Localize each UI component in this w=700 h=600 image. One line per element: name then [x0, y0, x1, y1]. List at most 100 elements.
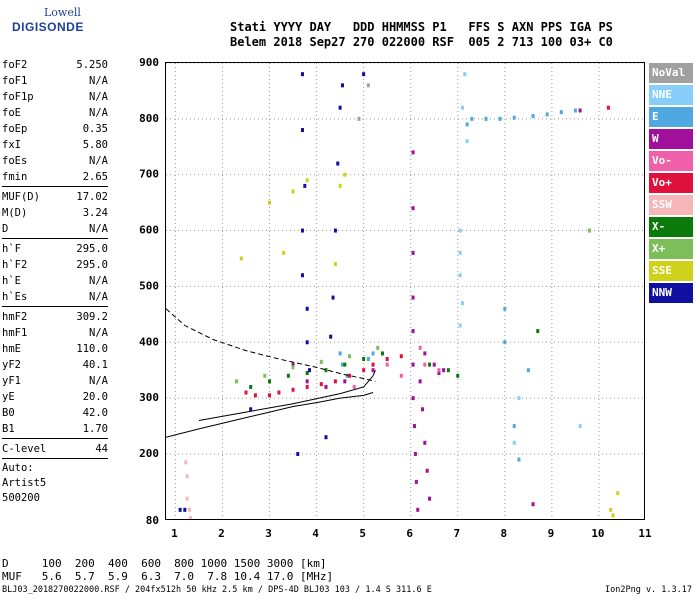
echo-point-x- [263, 373, 267, 378]
echo-point-nne [458, 250, 462, 255]
echo-point-e [526, 368, 530, 373]
echo-point-nne [460, 301, 464, 306]
param-value: 17.02 [76, 191, 108, 203]
param-row: yF2 40.1 [2, 357, 108, 373]
legend-item: NNE [649, 85, 693, 105]
version-label: Ion2Png v. 1.3.17 [605, 585, 692, 595]
echo-point-nne [517, 396, 521, 401]
x-tick-label: 2 [218, 527, 225, 540]
param-row: h`Es N/A [2, 289, 108, 305]
param-row: fxI 5.80 [2, 137, 108, 153]
x-tick-label: 11 [638, 527, 652, 540]
echo-point-e [470, 116, 474, 121]
param-label: foEp [2, 123, 28, 135]
echo-point-w [442, 368, 446, 373]
param-row: C-level 44 [2, 441, 108, 457]
y-tick-label: 600 [139, 224, 159, 237]
echo-point-e [531, 114, 535, 119]
param-value: 110.0 [76, 343, 108, 355]
echo-point-w [423, 351, 427, 356]
param-separator [2, 438, 108, 439]
param-label: C-level [2, 443, 47, 455]
solid-profile-line [198, 370, 376, 421]
param-value: 1.70 [82, 423, 108, 435]
echo-point-ssw [184, 460, 188, 465]
param-label: h`F2 [2, 259, 28, 271]
echo-point-noval [366, 83, 370, 88]
echo-point-vo- [371, 362, 375, 367]
param-label: hmE [2, 343, 21, 355]
param-value: N/A [89, 223, 108, 235]
echo-point-w [291, 362, 295, 367]
param-row: foEp 0.35 [2, 121, 108, 137]
param-label: yE [2, 391, 15, 403]
param-label: foEs [2, 155, 28, 167]
echo-point-e [340, 362, 344, 367]
param-label: h`Es [2, 291, 28, 303]
echo-point-ssw [185, 474, 189, 479]
echo-point-e [573, 108, 577, 113]
echo-point-x- [362, 357, 366, 362]
echo-point-x- [376, 345, 380, 350]
echo-point-e [338, 351, 342, 356]
y-tick-label: 700 [139, 168, 159, 181]
echo-point-sse [616, 491, 620, 496]
param-value: N/A [89, 75, 108, 87]
echo-point-w [411, 295, 415, 300]
x-tick-label: 10 [591, 527, 604, 540]
echo-point-sse [239, 256, 243, 261]
param-label: M(D) [2, 207, 28, 219]
param-row: hmF1 N/A [2, 325, 108, 341]
echo-point-sse [333, 262, 337, 267]
auto-scaling-text: Auto: [2, 462, 34, 474]
logo-text-digisonde: DIGISONDE [12, 20, 84, 34]
echo-point-w [418, 379, 422, 384]
x-tick-label: 8 [501, 527, 508, 540]
param-value: 20.0 [82, 391, 108, 403]
echo-point-nnw [331, 295, 335, 300]
param-row: foE N/A [2, 105, 108, 121]
echo-point-e [545, 112, 549, 117]
echo-point-nne [465, 139, 469, 144]
echo-point-sse [343, 172, 347, 177]
echo-point-sse [611, 513, 615, 518]
echo-point-nnw [300, 273, 304, 278]
echo-point-w [578, 108, 582, 113]
legend-item: X- [649, 217, 693, 237]
echo-point-vo- [352, 384, 356, 389]
echo-point-x- [428, 362, 432, 367]
param-row: D N/A [2, 221, 108, 237]
echo-point-nnw [305, 340, 309, 345]
echo-point-vo- [385, 357, 389, 362]
echo-point-sse [305, 178, 309, 183]
param-row: yE 20.0 [2, 389, 108, 405]
echo-point-w [437, 370, 441, 375]
param-row: yF1 N/A [2, 373, 108, 389]
echo-point-nnw [308, 368, 312, 373]
echo-point-vo- [333, 379, 337, 384]
echo-point-sse [268, 200, 272, 205]
logo-text-lowell: Lowell [44, 6, 81, 19]
param-value: N/A [89, 291, 108, 303]
param-value: 44 [95, 443, 108, 455]
echo-point-vo- [348, 373, 352, 378]
echo-point-vo- [418, 345, 422, 350]
header-values: Belem 2018 Sep27 270 022000 RSF 005 2 71… [230, 35, 613, 49]
param-value: 295.0 [76, 243, 108, 255]
echo-point-nne [458, 228, 462, 233]
y-tick-label: 200 [139, 447, 159, 460]
echo-point-nnw [324, 435, 328, 440]
echo-point-nne [463, 72, 467, 77]
legend-item: NoVal [649, 63, 693, 83]
param-label: B1 [2, 423, 15, 435]
param-value: N/A [89, 375, 108, 387]
param-separator [2, 186, 108, 187]
param-value: 40.1 [82, 359, 108, 371]
param-row: h`F2 295.0 [2, 257, 108, 273]
station-header: Stati YYYY DAY DDD HHMMSS P1 FFS S AXN P… [230, 20, 613, 50]
legend-item: SSW [649, 195, 693, 215]
param-row: h`E N/A [2, 273, 108, 289]
echo-point-vo- [268, 393, 272, 398]
d-row: D 100 200 400 600 800 1000 1500 3000 [km… [2, 557, 327, 570]
echo-point-w [371, 368, 375, 373]
